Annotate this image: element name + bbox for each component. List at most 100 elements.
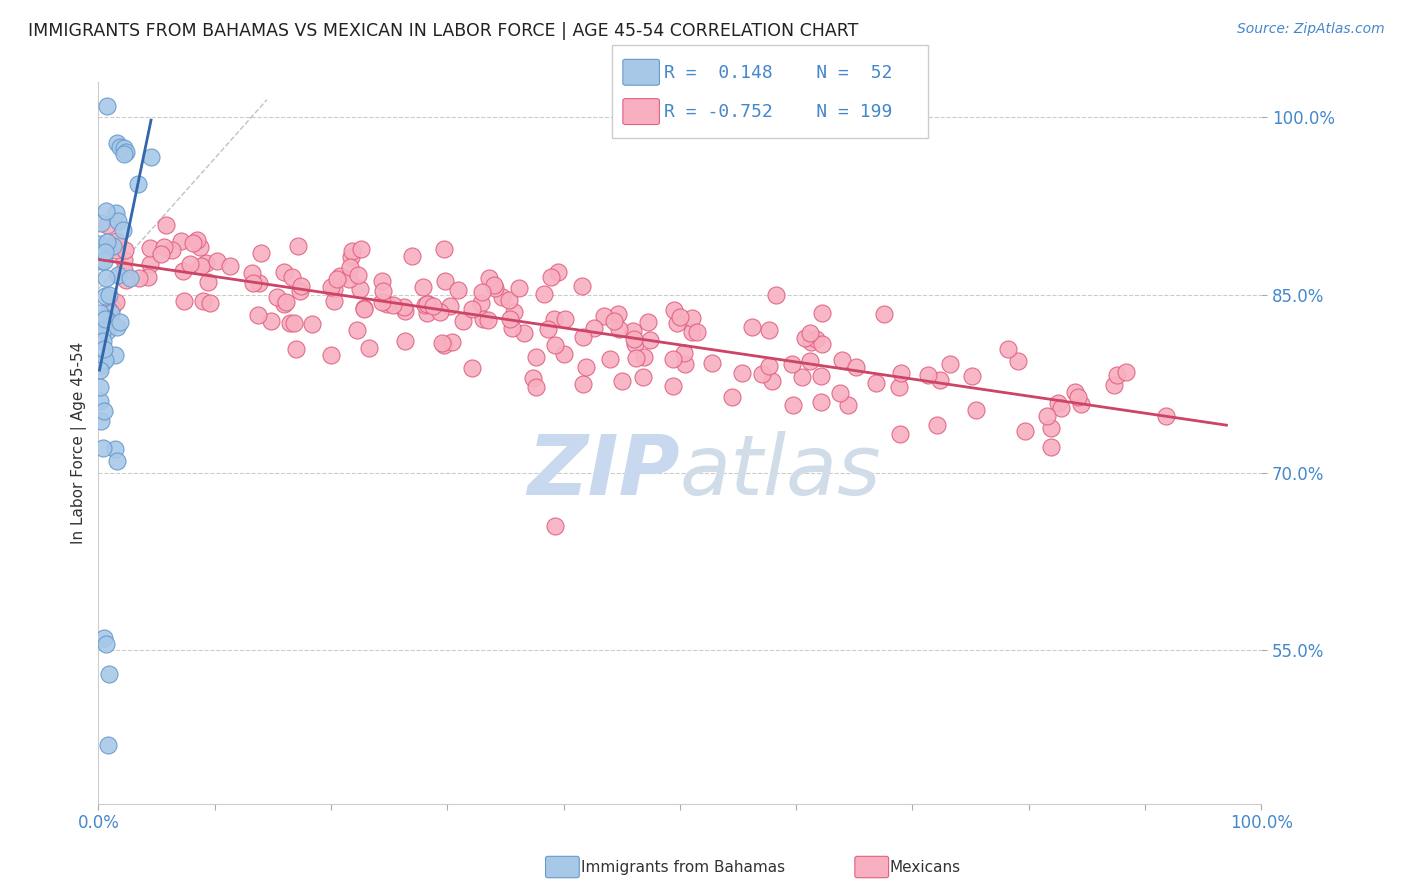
Point — [91, 334, 114, 349]
Point — [599, 351, 621, 366]
Point — [93, 353, 115, 368]
Point — [188, 240, 211, 254]
Point — [681, 310, 703, 325]
Point — [340, 244, 363, 259]
Point — [640, 334, 662, 348]
Point — [108, 315, 131, 329]
Point — [136, 270, 159, 285]
Point — [104, 206, 127, 220]
Point — [94, 289, 117, 303]
Point — [105, 136, 128, 151]
Point — [94, 271, 117, 285]
Point — [865, 376, 887, 390]
Point — [172, 264, 194, 278]
Point — [572, 330, 595, 344]
Point — [377, 297, 399, 311]
Point — [170, 234, 193, 248]
Point — [624, 337, 647, 351]
Point — [429, 305, 451, 319]
Point — [153, 240, 176, 254]
Point — [382, 298, 405, 312]
Point — [540, 269, 562, 284]
Point — [219, 259, 242, 273]
Point — [804, 332, 827, 346]
Point — [434, 274, 457, 288]
Point — [104, 243, 127, 257]
Point — [100, 306, 122, 320]
Text: Mexicans: Mexicans — [890, 860, 962, 874]
Point — [461, 360, 484, 375]
Point — [1049, 401, 1071, 415]
Point — [105, 319, 128, 334]
Point — [371, 273, 394, 287]
Point — [96, 218, 118, 232]
Point — [793, 331, 815, 345]
Point — [686, 325, 709, 339]
Point — [610, 374, 633, 388]
Point — [1007, 354, 1029, 368]
Point — [96, 98, 118, 112]
Point — [571, 279, 593, 293]
Point — [441, 334, 464, 349]
Point — [90, 216, 112, 230]
Point — [287, 239, 309, 253]
Point — [758, 359, 780, 373]
Point — [799, 326, 821, 340]
Point — [181, 236, 204, 251]
Point — [319, 280, 342, 294]
Point — [572, 376, 595, 391]
Point — [290, 279, 312, 293]
Point — [593, 309, 616, 323]
Point — [536, 322, 558, 336]
Point — [112, 262, 135, 277]
Point — [91, 323, 114, 337]
Point — [524, 350, 547, 364]
Point — [127, 178, 149, 192]
Point — [1046, 395, 1069, 409]
Point — [97, 303, 120, 318]
Point — [960, 369, 983, 384]
Point — [623, 332, 645, 346]
Text: atlas: atlas — [681, 432, 882, 512]
Point — [190, 259, 212, 273]
Point — [91, 442, 114, 456]
Point — [173, 294, 195, 309]
Point — [582, 321, 605, 335]
Y-axis label: In Labor Force | Age 45-54: In Labor Force | Age 45-54 — [72, 342, 87, 544]
Point — [498, 293, 520, 307]
Point — [340, 251, 363, 265]
Point — [97, 738, 120, 752]
Point — [522, 371, 544, 385]
Point — [451, 314, 474, 328]
Point — [799, 335, 821, 350]
Point — [326, 271, 349, 285]
Text: R = -0.752    N = 199: R = -0.752 N = 199 — [664, 103, 891, 121]
Point — [607, 321, 630, 335]
Point — [433, 242, 456, 256]
Point — [1014, 425, 1036, 439]
Point — [266, 290, 288, 304]
Point — [810, 306, 832, 320]
Point — [186, 233, 208, 247]
Point — [606, 306, 628, 320]
Point — [761, 374, 783, 388]
Point — [200, 296, 222, 310]
Point — [837, 398, 859, 412]
Point — [394, 303, 416, 318]
Point — [139, 241, 162, 255]
Point — [280, 269, 302, 284]
Point — [89, 236, 111, 251]
Point — [673, 346, 696, 360]
Point — [90, 254, 112, 268]
Point — [508, 281, 530, 295]
Point — [357, 341, 380, 355]
Point — [624, 351, 647, 365]
Point — [349, 282, 371, 296]
Point — [810, 369, 832, 384]
Point — [416, 297, 439, 311]
Point — [544, 338, 567, 352]
Point — [790, 370, 813, 384]
Point — [471, 285, 494, 300]
Point — [240, 266, 263, 280]
Point — [460, 301, 482, 316]
